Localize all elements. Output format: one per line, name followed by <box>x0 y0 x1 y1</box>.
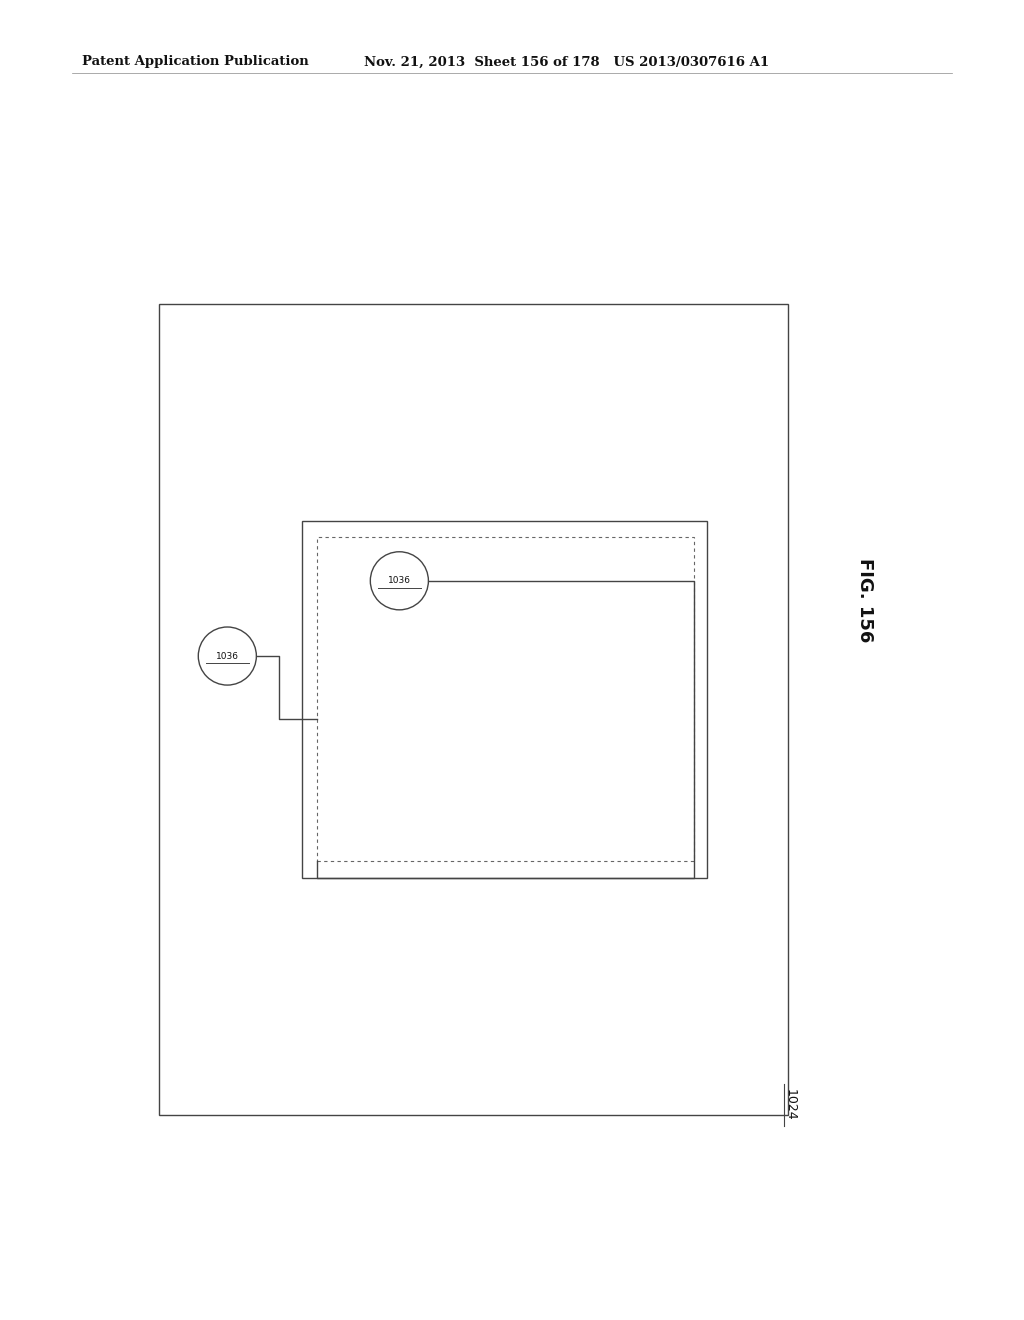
Text: 1036: 1036 <box>216 652 239 660</box>
Text: Patent Application Publication: Patent Application Publication <box>82 55 308 69</box>
Text: 1024: 1024 <box>784 1089 797 1121</box>
Text: 1034: 1034 <box>353 884 385 917</box>
Text: 1026: 1026 <box>511 884 554 917</box>
Text: FIG. 156: FIG. 156 <box>856 558 874 643</box>
Text: Nov. 21, 2013  Sheet 156 of 178   US 2013/0307616 A1: Nov. 21, 2013 Sheet 156 of 178 US 2013/0… <box>364 55 769 69</box>
Text: 1036: 1036 <box>388 577 411 585</box>
